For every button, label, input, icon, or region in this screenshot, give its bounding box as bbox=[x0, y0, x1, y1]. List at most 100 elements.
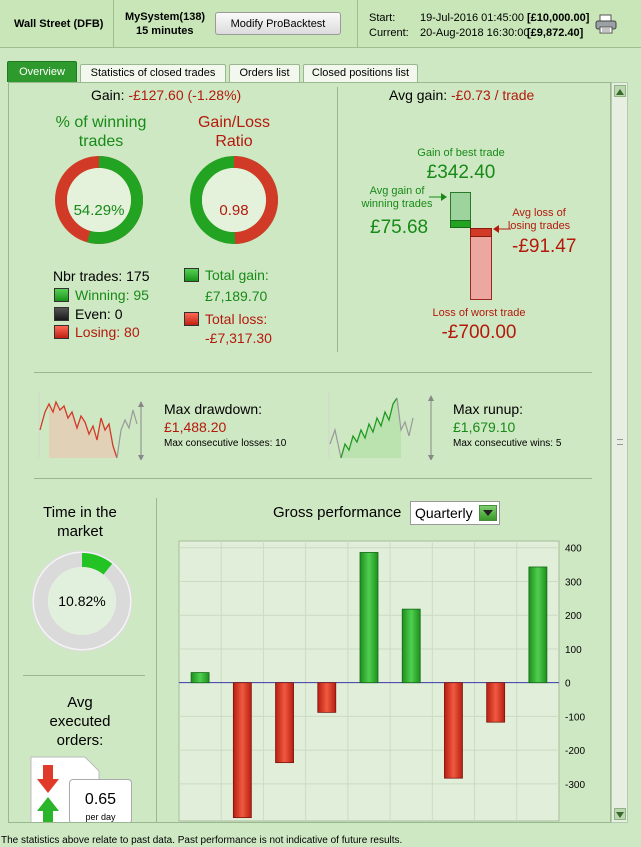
worst-trade-value: -£700.00 bbox=[441, 322, 517, 343]
even-swatch bbox=[54, 307, 69, 321]
avg-executed-orders-title: Avg executed orders: bbox=[25, 693, 135, 750]
divider-vertical-top bbox=[337, 87, 338, 352]
current-amount: [£9,872.40] bbox=[527, 27, 584, 39]
tab-orders-list[interactable]: Orders list bbox=[229, 64, 300, 82]
orders-title-line1: Avg bbox=[67, 694, 93, 711]
pct-winning-value: 54.29% bbox=[73, 202, 125, 219]
total-gain-value: £7,189.70 bbox=[205, 288, 268, 304]
avg-orders-value: 0.65 bbox=[84, 791, 117, 808]
avg-win-label-line2: winning trades bbox=[361, 198, 433, 210]
chart-bar bbox=[486, 682, 506, 723]
avg-loss-label: Avg loss of losing trades bbox=[499, 207, 579, 233]
tab-closed-positions-list[interactable]: Closed positions list bbox=[303, 64, 418, 82]
printer-icon[interactable] bbox=[595, 14, 617, 34]
chart-y-tick-label: -300 bbox=[565, 780, 585, 791]
max-runup-value: £1,679.10 bbox=[453, 419, 516, 435]
tab-statistics-closed-trades[interactable]: Statistics of closed trades bbox=[80, 64, 226, 82]
max-consec-wins: Max consecutive wins: 5 bbox=[453, 438, 562, 449]
current-date: 20-Aug-2018 16:30:00 bbox=[420, 27, 530, 39]
scroll-up-arrow-icon[interactable] bbox=[614, 85, 626, 97]
chart-y-tick-label: 100 bbox=[565, 645, 582, 656]
avg-win-label: Avg gain of winning trades bbox=[347, 185, 447, 211]
scroll-down-arrow-icon[interactable] bbox=[614, 808, 626, 820]
winning-count: Winning: 95 bbox=[75, 287, 149, 303]
pct-winning-title-line2: trades bbox=[78, 133, 124, 150]
date-range: Start: 19-Jul-2016 01:45:00 [£10,000.00]… bbox=[358, 0, 641, 48]
nbr-trades: Nbr trades: 175 bbox=[53, 268, 150, 284]
start-date: 19-Jul-2016 01:45:00 bbox=[420, 12, 524, 24]
avg-loss-label-line1: Avg loss of bbox=[512, 207, 566, 219]
avg-orders-unit: per day bbox=[85, 812, 116, 822]
worst-trade-label: Loss of worst trade bbox=[432, 307, 526, 319]
max-drawdown-value: £1,488.20 bbox=[164, 419, 227, 435]
max-runup-label: Max runup: bbox=[453, 401, 524, 417]
market-title-line1: Time in the bbox=[43, 504, 117, 521]
avg-orders-card bbox=[69, 779, 132, 822]
tab-bar: Overview Statistics of closed trades Ord… bbox=[0, 60, 641, 82]
max-consec-losses: Max consecutive losses: 10 bbox=[164, 438, 287, 449]
total-gain-label: Total gain: bbox=[205, 267, 269, 283]
divider-3 bbox=[23, 675, 145, 676]
chart-bar bbox=[317, 682, 337, 713]
chart-bar bbox=[275, 682, 294, 764]
chart-y-ticks: 400 300 200 100 0 -100 -200 -300 bbox=[565, 544, 585, 791]
gross-performance-title: Gross performance bbox=[273, 504, 402, 521]
gross-performance-chart: 400 300 200 100 0 -100 -200 -300 bbox=[178, 540, 585, 822]
chart-bars bbox=[190, 552, 548, 819]
best-trade-value: £342.40 bbox=[426, 162, 496, 183]
runup-sparkline bbox=[328, 392, 434, 460]
chart-y-tick-label: -100 bbox=[565, 712, 585, 723]
chart-y-tick-label: 200 bbox=[565, 611, 582, 622]
tab-overview[interactable]: Overview bbox=[7, 61, 77, 82]
disclaimer-footer: The statistics above relate to past data… bbox=[1, 835, 403, 846]
divider-1 bbox=[34, 372, 592, 373]
drawdown-sparkline bbox=[38, 392, 144, 460]
avg-win-label-line1: Avg gain of bbox=[369, 185, 425, 197]
scroll-grip[interactable] bbox=[617, 439, 623, 445]
chart-y-tick-label: -200 bbox=[565, 746, 585, 757]
avg-loss-value: -£91.47 bbox=[512, 236, 577, 257]
losing-count: Losing: 80 bbox=[75, 324, 140, 340]
chart-bar bbox=[359, 552, 379, 684]
avg-win-value: £75.68 bbox=[370, 217, 429, 238]
start-amount: [£10,000.00] bbox=[527, 12, 590, 24]
even-count: Even: 0 bbox=[75, 306, 123, 322]
gain-loss-ratio-title: Gain/Loss Ratio bbox=[174, 113, 294, 151]
period-select-value: Quarterly bbox=[415, 505, 473, 521]
gain-label: Gain: bbox=[91, 87, 125, 103]
total-gain-swatch bbox=[184, 268, 199, 282]
divider-vertical-bottom bbox=[156, 498, 157, 822]
vertical-scrollbar[interactable] bbox=[611, 82, 628, 823]
avg-gain-value: -£0.73 / trade bbox=[451, 87, 535, 103]
best-trade-label: Gain of best trade bbox=[417, 147, 505, 159]
pct-winning-title-line1: % of winning bbox=[55, 114, 147, 131]
gain-value: -£127.60 (-1.28%) bbox=[128, 87, 242, 103]
pct-winning-title: % of winning trades bbox=[41, 113, 161, 151]
winning-swatch bbox=[54, 288, 69, 302]
arrow-left-icon bbox=[493, 225, 511, 233]
period-select[interactable]: Quarterly bbox=[410, 501, 500, 525]
max-drawdown-label: Max drawdown: bbox=[164, 401, 263, 417]
gain-loss-ratio-donut bbox=[190, 156, 278, 244]
chart-y-tick-label: 400 bbox=[565, 544, 582, 555]
chevron-down-icon[interactable] bbox=[479, 505, 497, 521]
start-label: Start: bbox=[369, 12, 396, 24]
time-in-market-title: Time in the market bbox=[25, 503, 135, 541]
total-loss-value: -£7,317.30 bbox=[205, 330, 272, 346]
ratio-value: 0.98 bbox=[219, 202, 249, 219]
time-in-market-donut bbox=[31, 550, 133, 652]
arrow-right-icon bbox=[429, 193, 447, 201]
ratio-title-line2: Ratio bbox=[215, 133, 253, 150]
chart-y-tick-label: 300 bbox=[565, 577, 582, 588]
instrument-name: Wall Street (DFB) bbox=[0, 0, 114, 48]
timeframe: 15 minutes bbox=[136, 25, 194, 37]
chart-bar bbox=[190, 672, 210, 684]
time-in-market-value: 10.82% bbox=[58, 593, 106, 609]
orders-title-line3: orders: bbox=[56, 732, 104, 749]
chart-y-tick-label: 0 bbox=[565, 679, 571, 690]
overview-panel: Gain: -£127.60 (-1.28%) % of winning tra… bbox=[8, 82, 611, 823]
modify-probacktest-button[interactable]: Modify ProBacktest bbox=[215, 12, 341, 35]
total-loss-swatch bbox=[184, 312, 199, 326]
avg-gain-label: Avg gain: bbox=[389, 87, 448, 103]
chart-bar bbox=[232, 682, 252, 819]
